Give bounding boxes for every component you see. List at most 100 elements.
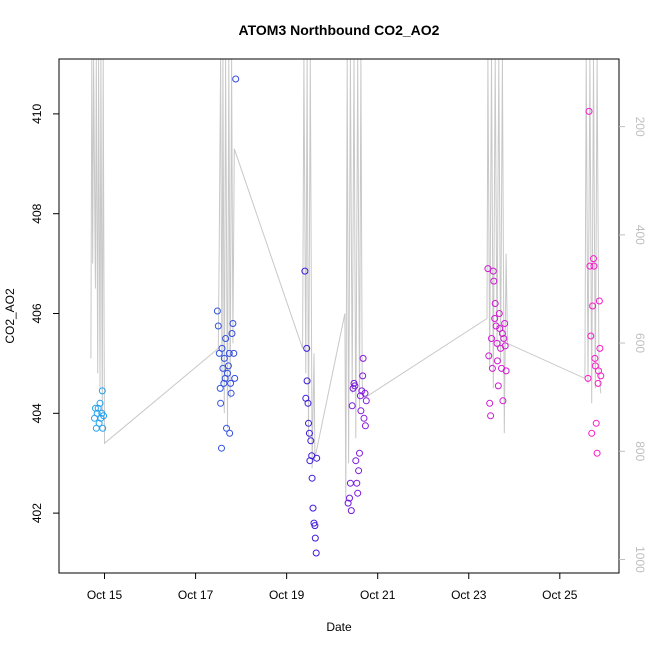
data-point: [499, 397, 507, 405]
data-point: [312, 549, 320, 557]
plot-box: [58, 58, 620, 574]
data-point: [597, 372, 605, 380]
x-tick-label: Oct 17: [178, 588, 214, 602]
data-point: [223, 424, 230, 432]
x-axis: Oct 15 Oct 17 Oct 19 Oct 21 Oct 23 Oct 25: [87, 573, 578, 602]
x-tick-label: Oct 21: [360, 588, 396, 602]
data-point: [309, 504, 317, 512]
data-point: [347, 507, 355, 515]
data-point: [301, 267, 309, 275]
data-point: [346, 494, 353, 502]
data-point: [590, 262, 598, 270]
data-point: [501, 320, 509, 327]
line-layer: [90, 58, 602, 504]
data-point: [99, 424, 107, 432]
data-point: [305, 419, 312, 427]
data-point: [354, 489, 362, 497]
y2-tick-label: 800: [633, 441, 647, 461]
data-point: [362, 397, 370, 405]
data-point: [359, 354, 367, 362]
data-point: [584, 374, 592, 382]
data-point: [93, 409, 101, 417]
data-point: [360, 414, 368, 422]
series-line: [90, 58, 602, 504]
y-tick-label: 402: [30, 503, 44, 523]
y-tick-label: 406: [30, 303, 44, 323]
y-tick-label: 408: [30, 203, 44, 223]
y-tick-label: 404: [30, 403, 44, 423]
data-point: [589, 302, 597, 310]
data-point: [586, 262, 594, 270]
data-point: [222, 335, 230, 342]
data-point: [488, 364, 496, 372]
data-point: [351, 382, 359, 390]
data-point: [100, 412, 108, 420]
data-point: [213, 307, 221, 315]
data-point: [359, 372, 367, 380]
data-point: [487, 412, 495, 420]
data-point: [590, 255, 597, 263]
y2-tick-label: 1000: [633, 546, 647, 573]
data-point: [227, 389, 235, 397]
data-point: [311, 522, 319, 530]
data-point: [227, 379, 235, 387]
data-point: [305, 429, 313, 437]
data-point: [361, 389, 369, 397]
data-point: [488, 335, 495, 342]
y2-tick-label: 400: [633, 225, 647, 245]
data-point: [304, 399, 312, 407]
data-point: [490, 277, 498, 285]
data-point: [217, 399, 225, 407]
points-layer: [91, 75, 605, 557]
x-tick-label: Oct 25: [542, 588, 578, 602]
data-point: [348, 402, 356, 410]
y2-axis: 200 400 600 800 1000: [619, 117, 647, 573]
data-point: [585, 107, 593, 115]
data-point: [353, 479, 361, 487]
data-point: [486, 399, 494, 407]
data-point: [226, 429, 234, 437]
y-tick-label: 410: [30, 104, 44, 124]
data-point: [313, 454, 321, 462]
x-tick-label: Oct 15: [87, 588, 123, 602]
data-point: [98, 387, 106, 395]
y2-tick-label: 600: [633, 333, 647, 353]
data-point: [500, 335, 508, 342]
data-point: [218, 444, 225, 452]
data-point: [355, 467, 363, 475]
data-point: [493, 357, 501, 365]
data-point: [231, 374, 239, 382]
data-point: [588, 429, 596, 437]
data-point: [593, 449, 601, 457]
data-point: [229, 320, 237, 327]
data-point: [218, 344, 226, 352]
x-tick-label: Oct 19: [269, 588, 305, 602]
data-point: [220, 354, 228, 362]
data-point: [493, 339, 501, 347]
data-point: [230, 349, 238, 357]
data-point: [357, 407, 365, 415]
data-point: [303, 344, 311, 352]
data-point: [591, 354, 599, 362]
data-point: [303, 377, 311, 385]
data-point: [502, 367, 510, 375]
data-point: [498, 330, 506, 337]
data-point: [595, 297, 603, 305]
data-point: [501, 342, 509, 350]
data-point: [594, 379, 602, 387]
data-point: [224, 362, 232, 370]
data-point: [220, 379, 228, 387]
data-point: [344, 499, 352, 507]
data-point: [494, 382, 502, 390]
data-point: [489, 267, 497, 275]
x-tick-label: Oct 23: [451, 588, 487, 602]
data-point: [311, 534, 319, 542]
data-point: [491, 300, 499, 307]
data-point: [491, 315, 499, 322]
data-point: [308, 474, 316, 482]
chart-title: ATOM3 Northbound CO2_AO2: [239, 22, 440, 38]
data-point: [232, 75, 240, 83]
data-point: [596, 344, 604, 352]
y2-tick-label: 200: [633, 117, 647, 137]
